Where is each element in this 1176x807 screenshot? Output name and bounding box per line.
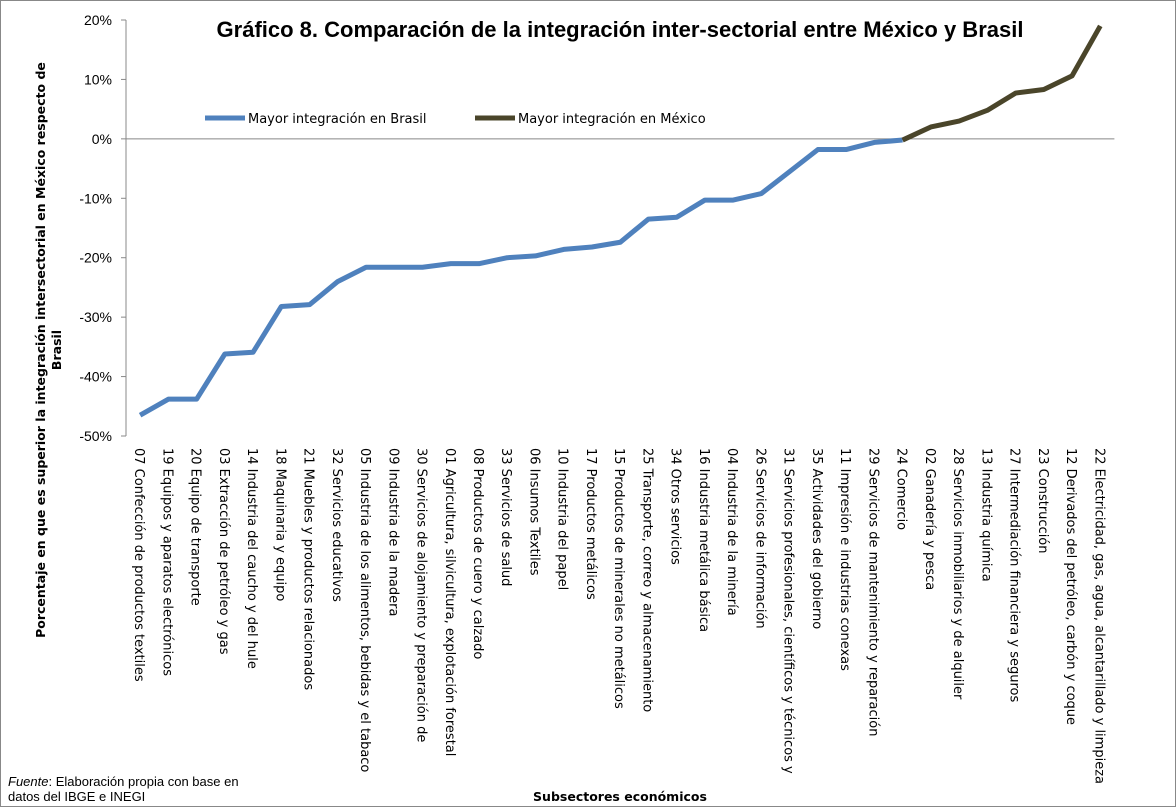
- x-tick-label: 25 Transporte, correo y almacenamiento: [639, 448, 654, 712]
- x-tick-label: 15 Productos de minerales no metálicos: [611, 448, 626, 709]
- series-line: [138, 137, 903, 418]
- legend-label: Mayor integración en Brasil: [248, 112, 427, 127]
- x-tick-label: 02 Ganadería y pesca: [922, 448, 937, 590]
- x-tick-label: 18 Maquinaria y equipo: [272, 448, 287, 601]
- x-tick-label: 09 Industria de la madera: [385, 448, 400, 616]
- y-tick-label: 20%: [84, 12, 112, 28]
- y-tick-label: -40%: [79, 369, 112, 385]
- x-tick-label: 26 Servicios de información: [752, 448, 767, 629]
- x-tick-label: 19 Equipos y aparatos electrónicos: [159, 448, 174, 676]
- source-text: : Elaboración propia con base en: [48, 774, 238, 789]
- x-tick-label: 12 Derivados del petróleo, carbón y coqu…: [1063, 448, 1078, 725]
- y-tick-label: -50%: [79, 428, 112, 444]
- y-axis-title: Porcentaje en que es superior la integra…: [33, 62, 64, 638]
- x-tick-label: 33 Servicios de salud: [498, 448, 513, 586]
- chart-title: Gráfico 8. Comparación de la integración…: [217, 17, 1024, 42]
- x-tick-label: 35 Actividades del gobierno: [809, 448, 824, 629]
- x-tick-label: 04 Industria de la minería: [724, 448, 739, 616]
- x-tick-label: 34 Otros servicios: [668, 448, 683, 565]
- y-tick-label: 10%: [84, 71, 112, 87]
- x-tick-label: 27 Intermediación financiera y seguros: [1007, 448, 1022, 702]
- x-tick-label: 10 Industria del papel: [555, 448, 570, 590]
- x-tick-label: 01 Agricultura, silvicultura, explotació…: [442, 448, 457, 756]
- x-tick-label: 30 Servicios de alojamiento y preparació…: [414, 448, 429, 742]
- x-tick-label: 28 Servicios inmobiliarios y de alquiler: [950, 448, 965, 700]
- x-tick-label: 24 Comercio: [894, 448, 909, 530]
- y-tick-label: -30%: [79, 309, 112, 325]
- x-tick-label: 32 Servicios educativos: [329, 448, 344, 602]
- legend-label: Mayor integración en México: [518, 112, 706, 127]
- y-axis-title-line: Brasil: [49, 330, 64, 370]
- series-line: [901, 24, 1103, 143]
- x-tick-label: 20 Equipo de transporte: [188, 448, 203, 606]
- x-tick-label: 05 Industria de los alimentos, bebidas y…: [357, 448, 372, 772]
- x-tick-label: 16 Industria metálica básica: [696, 448, 711, 632]
- x-tick-label: 17 Productos metálicos: [583, 448, 598, 600]
- x-tick-label: 22 Electricidad, gas, agua, alcantarilla…: [1091, 448, 1106, 784]
- x-tick-label: 31 Servicios profesionales, científicos …: [781, 448, 796, 774]
- y-tick-label: -10%: [79, 190, 112, 206]
- y-axis-title-line: Porcentaje en que es superior la integra…: [33, 62, 48, 638]
- source-note: Fuente: Elaboración propia con base en: [8, 774, 239, 789]
- x-tick-label: 11 Impresión e industrias conexas: [837, 448, 852, 671]
- x-tick-label: 14 Industria del caucho y del hule: [244, 448, 259, 669]
- source-text: datos del IBGE e INEGI: [8, 789, 145, 804]
- x-axis-title: Subsectores económicos: [533, 789, 707, 804]
- y-tick-label: 0%: [92, 131, 112, 147]
- x-tick-label: 29 Servicios de mantenimiento y reparaci…: [865, 448, 880, 736]
- x-tick-label: 06 Insumos Textiles: [526, 448, 541, 576]
- x-tick-label: 23 Construcción: [1035, 448, 1050, 554]
- y-tick-label: -20%: [79, 250, 112, 266]
- x-tick-label: 08 Productos de cuero y calzado: [470, 448, 485, 659]
- x-tick-label: 13 Industria química: [978, 448, 993, 582]
- legend: Mayor integración en Brasil Mayor integra…: [205, 112, 706, 127]
- x-tick-label: 03 Extracción de petróleo y gas: [216, 448, 231, 655]
- x-tick-label: 07 Confección de productos textiles: [131, 448, 146, 682]
- source-label: Fuente: [8, 774, 48, 789]
- x-tick-label: 21 Muebles y productos relacionados: [301, 448, 316, 690]
